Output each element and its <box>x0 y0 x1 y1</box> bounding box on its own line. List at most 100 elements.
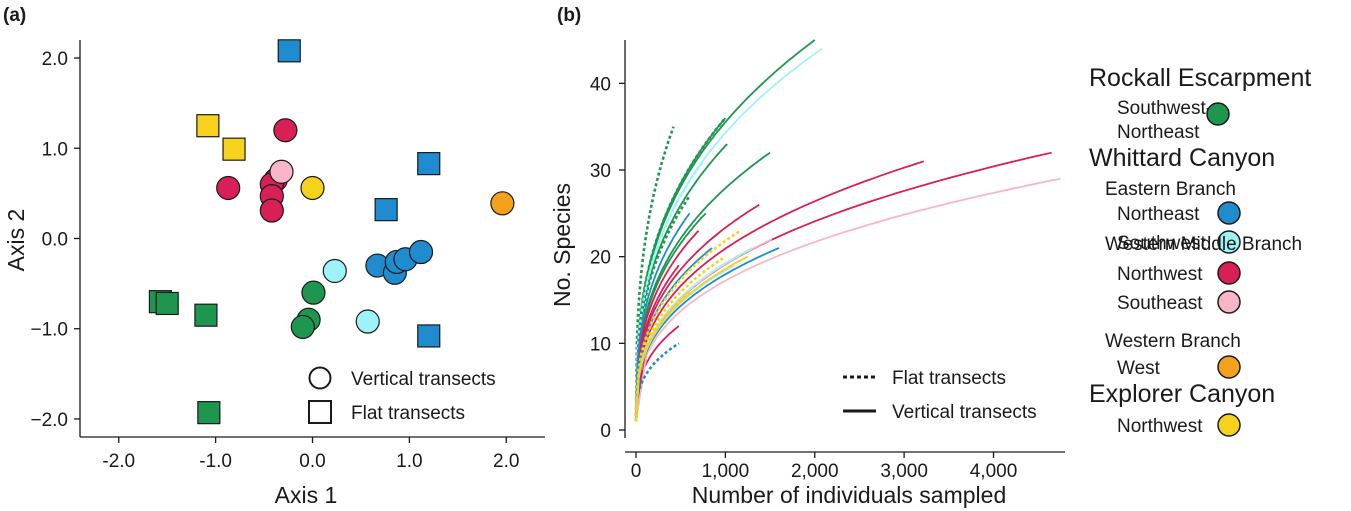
panel-a-points <box>148 39 515 425</box>
rarefaction-curve-vertical <box>635 212 707 422</box>
scatter-point-square <box>194 303 218 327</box>
rarefaction-curve-flat <box>634 255 727 422</box>
panel-a-y-tick-label: −2.0 <box>30 410 68 431</box>
legend-wb-w-marker <box>1217 355 1241 379</box>
scatter-point-square <box>417 324 441 348</box>
rarefaction-curve-vertical <box>635 47 823 422</box>
panel-b-y-tick-label: 40 <box>590 74 611 95</box>
panel-a: (a) −2.0−1.00.01.02.0 -2.0 -1.0 0.0 1.0 2.0 … <box>3 5 545 508</box>
scatter-point-circle <box>301 280 326 305</box>
rarefaction-curve-vertical <box>635 247 780 422</box>
panel-a-y-axis-title: Axis 2 <box>3 209 29 272</box>
panel-b-y-tick-label: 0 <box>600 421 611 442</box>
rarefaction-curve-vertical <box>635 212 691 422</box>
scatter-point-square <box>277 39 301 63</box>
panel-a-legend-vertical-label: Vertical transects <box>351 369 496 390</box>
panel-b-x-ticks: 0 1,000 2,000 3,000 4,000 <box>631 452 1017 482</box>
rarefaction-curve-vertical <box>635 325 680 422</box>
panel-b-y-tick-label: 30 <box>590 161 611 182</box>
panel-b-label: (b) <box>557 5 581 26</box>
rarefaction-curve-flat <box>634 160 705 422</box>
rarefaction-curve-vertical <box>635 151 771 422</box>
legend-whittard-eastern-branch: Eastern Branch <box>1105 179 1236 200</box>
legend-wmb-nw-marker <box>1217 261 1241 285</box>
scatter-point-circle <box>290 314 315 340</box>
legend-wmb-se-marker <box>1217 290 1241 314</box>
panel-b-x-tick-label: 2,000 <box>791 461 839 482</box>
legend-explorer-nw-marker <box>1217 413 1241 437</box>
rarefaction-curve-vertical <box>635 255 749 422</box>
scatter-point-circle <box>259 198 284 223</box>
legend-explorer-nw-label: Northwest <box>1117 416 1203 437</box>
legend-whittard-western-branch: Western Branch <box>1105 331 1241 352</box>
site-legend: Rockall Escarpment Southwest- Northeast … <box>1089 64 1311 437</box>
panel-b-y-axis-title: No. Species <box>549 183 575 307</box>
rarefaction-curve-flat <box>634 342 680 422</box>
panel-b-x-tick-label: 0 <box>631 461 642 482</box>
legend-wmb-nw-label: Northwest <box>1117 264 1203 285</box>
rarefaction-curve-vertical <box>635 177 1061 422</box>
legend-rockall-title: Rockall Escarpment <box>1089 64 1311 92</box>
legend-whittard-western-middle: Western Middle Branch <box>1105 234 1302 255</box>
rarefaction-curve-vertical <box>635 160 925 422</box>
scatter-point-square <box>374 198 398 222</box>
scatter-point-circle <box>300 175 325 201</box>
legend-rockall-sw-ne-line1: Southwest- <box>1117 98 1212 119</box>
panel-a-x-axis-title: Axis 1 <box>275 482 338 508</box>
scatter-point-square <box>222 137 246 161</box>
rarefaction-curve-vertical <box>635 230 700 422</box>
rarefaction-curve-flat <box>634 229 742 422</box>
panel-b-y-ticks: 0 10 20 30 40 <box>590 74 625 442</box>
legend-rockall-sw-ne-marker <box>1206 102 1230 126</box>
rarefaction-curve-vertical <box>635 203 760 422</box>
legend-vertical-circle-icon <box>308 366 332 390</box>
panel-a-x-tick-label: 2.0 <box>493 451 519 472</box>
scatter-point-square <box>197 401 221 425</box>
panel-a-x-ticks: -2.0 -1.0 0.0 1.0 2.0 <box>102 437 519 472</box>
scatter-point-circle <box>269 159 294 184</box>
legend-explorer-title: Explorer Canyon <box>1089 380 1275 408</box>
panel-a-x-tick-label: -1.0 <box>199 451 232 472</box>
panel-b-legend: Flat transects Vertical transects <box>843 368 1037 423</box>
scatter-point-circle <box>355 309 380 334</box>
panel-b-y-tick-label: 20 <box>590 248 611 269</box>
panel-b-x-tick-label: 1,000 <box>702 461 750 482</box>
legend-eastern-ne-marker <box>1217 201 1241 225</box>
legend-eastern-sw-label: Southwest <box>1117 233 1206 254</box>
rarefaction-curve-flat <box>634 117 727 422</box>
rarefaction-curve-flat <box>634 290 691 422</box>
panel-b-x-tick-label: 3,000 <box>880 461 928 482</box>
scatter-point-circle <box>490 191 515 216</box>
rarefaction-curve-flat <box>634 126 675 422</box>
panel-a-legend: Vertical transects Flat transects <box>308 366 496 424</box>
panel-a-x-tick-label: 1.0 <box>396 451 422 472</box>
scatter-point-circle <box>408 239 434 265</box>
panel-b-x-axis-title: Number of individuals sampled <box>692 482 1007 508</box>
legend-eastern-sw-marker <box>1217 230 1241 254</box>
rarefaction-curve-vertical <box>635 264 680 422</box>
panel-a-x-tick-label: -2.0 <box>102 451 135 472</box>
panel-a-legend-flat-label: Flat transects <box>351 403 465 424</box>
legend-wb-w-label: West <box>1117 358 1161 379</box>
panel-b-curves <box>634 39 1061 422</box>
panel-a-label: (a) <box>3 5 26 26</box>
scatter-point-circle <box>216 175 241 201</box>
rarefaction-curve-vertical <box>635 39 816 422</box>
scatter-point-circle <box>322 258 347 284</box>
panel-b-legend-vertical-label: Vertical transects <box>892 402 1037 423</box>
scatter-point-square <box>155 291 179 316</box>
panel-a-y-ticks: −2.0 −1.0 0.0 1.0 2.0 <box>30 49 80 431</box>
panel-a-y-tick-label: −1.0 <box>30 320 68 341</box>
scatter-point-square <box>196 114 220 138</box>
legend-flat-square-icon <box>308 400 332 424</box>
panel-b-y-tick-label: 10 <box>590 334 611 355</box>
legend-whittard-title: Whittard Canyon <box>1089 144 1275 172</box>
panel-b: (b) 0 10 20 30 40 0 1,000 2,000 3,000 4,000 Numb… <box>549 5 1065 508</box>
legend-eastern-ne-label: Northeast <box>1117 204 1200 225</box>
panel-b-legend-flat-label: Flat transects <box>892 368 1006 389</box>
legend-rockall-sw-ne-line2: Northeast <box>1117 122 1200 143</box>
scatter-point-circle <box>273 118 298 143</box>
scatter-point-square <box>417 152 441 176</box>
panel-a-y-tick-label: 2.0 <box>42 49 68 70</box>
